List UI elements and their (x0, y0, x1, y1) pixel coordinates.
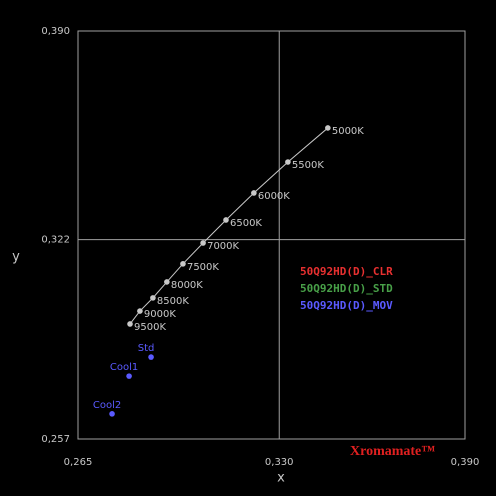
watermark: Xromamate™ (350, 444, 435, 459)
point-label: 6500K (230, 218, 262, 229)
point-label: 9000K (144, 309, 176, 320)
data-point (164, 279, 170, 285)
y-tick-label: 0,390 (41, 26, 70, 37)
data-point (251, 190, 257, 196)
y-tick-label: 0,322 (41, 235, 70, 246)
point-label: 5000K (332, 126, 364, 137)
legend-entry: 50Q92HD(D)_MOV (300, 299, 393, 312)
point-label: Cool1 (110, 362, 138, 373)
point-label: Cool2 (93, 400, 121, 411)
point-label: 7000K (207, 241, 239, 252)
y-axis-label: y (12, 250, 20, 265)
legend-entry: 50Q92HD(D)_CLR (300, 265, 393, 278)
data-point (126, 373, 132, 379)
data-point (150, 295, 156, 301)
legend-entry: 50Q92HD(D)_STD (300, 282, 393, 295)
x-tick-label: 0,265 (64, 457, 93, 468)
x-axis-label: x (277, 471, 285, 486)
point-label: 5500K (292, 160, 324, 171)
point-label: 8500K (157, 296, 189, 307)
x-tick-label: 0,390 (451, 457, 480, 468)
x-tick-label: 0,330 (265, 457, 294, 468)
point-label: Std (138, 343, 155, 354)
data-point (223, 217, 229, 223)
y-tick-label: 0,257 (41, 434, 70, 445)
data-point (109, 411, 115, 417)
data-point (285, 159, 291, 165)
point-label: 6000K (258, 191, 290, 202)
data-point (148, 354, 154, 360)
point-label: 7500K (187, 262, 219, 273)
data-point (127, 321, 133, 327)
data-point (200, 240, 206, 246)
point-label: 8000K (171, 280, 203, 291)
point-label: 9500K (134, 322, 166, 333)
data-point (325, 125, 331, 131)
series-line (129, 127, 329, 325)
data-point (137, 308, 143, 314)
data-point (180, 261, 186, 267)
